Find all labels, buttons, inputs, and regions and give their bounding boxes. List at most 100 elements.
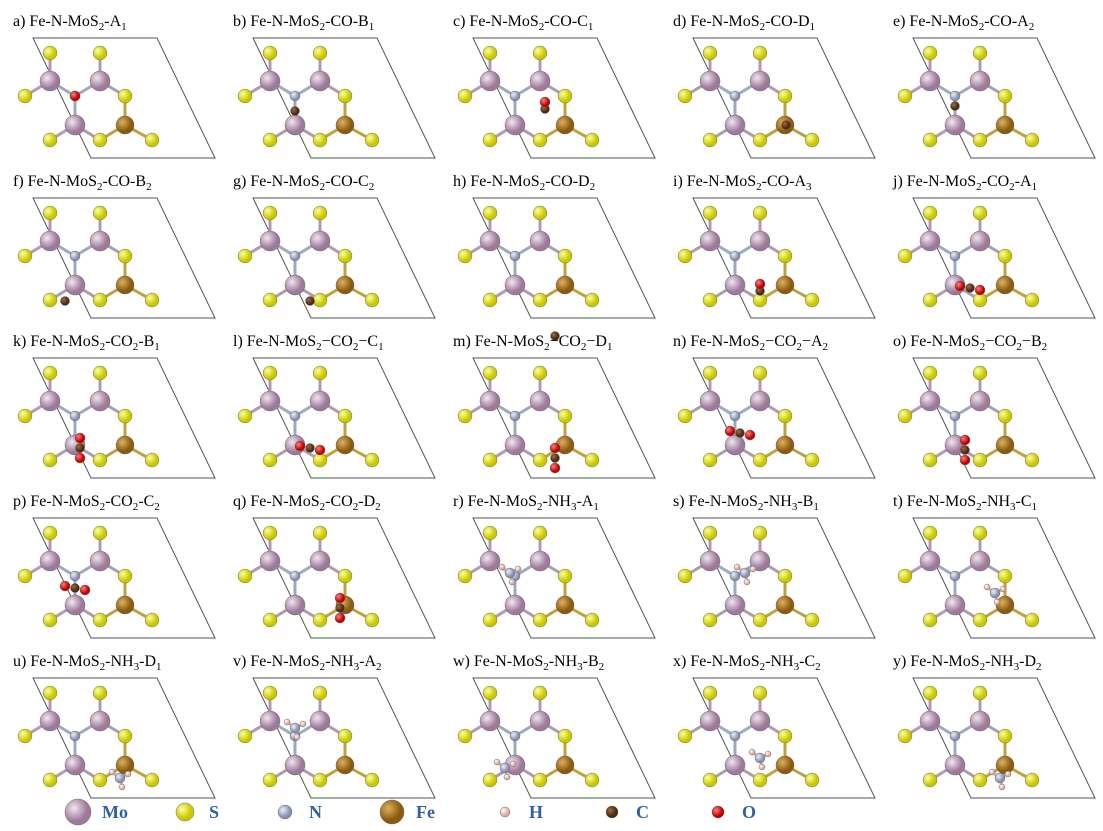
atom <box>585 453 599 467</box>
atom <box>458 249 472 263</box>
atom <box>285 115 305 135</box>
atom <box>999 784 1005 790</box>
subscript: 1 <box>1032 181 1038 193</box>
atom <box>313 773 327 787</box>
panel: u) Fe-N-MoS2-NH3-D1 <box>13 653 215 798</box>
panel-label: f) Fe-N-MoS2-CO-B2 <box>13 173 152 193</box>
atom <box>238 89 252 103</box>
atom <box>43 133 57 147</box>
subscript: 1 <box>156 661 162 673</box>
label-text: -A <box>104 13 121 30</box>
atom <box>996 436 1014 454</box>
atom <box>755 753 765 763</box>
atom <box>970 71 990 91</box>
panel: a) Fe-N-MoS2-A1 <box>13 13 215 158</box>
atom <box>950 411 960 421</box>
subscript: 2 <box>146 181 152 193</box>
atom <box>93 773 107 787</box>
atom <box>145 453 159 467</box>
atom <box>40 551 60 571</box>
label-text: −CO <box>985 333 1016 350</box>
atom <box>306 444 315 453</box>
label-text: -CO <box>105 493 133 510</box>
atom <box>116 276 134 294</box>
atom <box>678 569 692 583</box>
atom <box>263 206 277 220</box>
atom <box>510 411 520 421</box>
atom <box>119 784 125 790</box>
panel-label: h) Fe-N-MoS2-CO-D2 <box>453 173 595 193</box>
atom <box>494 759 500 765</box>
atom <box>703 133 717 147</box>
atom <box>805 453 819 467</box>
label-text: -CO <box>982 173 1010 190</box>
atom <box>805 773 819 787</box>
atom <box>530 71 550 91</box>
atom <box>18 569 32 583</box>
panel-label: l) Fe-N-MoS2−CO2−C1 <box>233 333 384 353</box>
label-text: -C <box>138 493 154 510</box>
atom <box>585 293 599 307</box>
atom <box>736 429 745 438</box>
atom <box>678 409 692 423</box>
panel-label: w) Fe-N-MoS2-NH3-B2 <box>453 653 604 673</box>
atom <box>60 581 70 591</box>
atom <box>504 774 510 780</box>
label-text: -CO-B <box>325 13 369 30</box>
panel: c) Fe-N-MoS2-CO-C1 <box>453 13 655 158</box>
atom <box>313 206 327 220</box>
atom <box>778 729 792 743</box>
atom <box>93 366 107 380</box>
subscript: 2 <box>154 501 160 513</box>
atom <box>505 115 525 135</box>
atom <box>973 453 987 467</box>
atom <box>966 284 975 293</box>
subscript: 1 <box>154 341 160 353</box>
panel: p) Fe-N-MoS2-CO2-C2 <box>13 493 215 638</box>
label-text: -CO-A <box>984 13 1029 30</box>
label-text: g) Fe-N-MoS <box>233 173 320 190</box>
atom <box>558 409 572 423</box>
panel: n) Fe-N-MoS2−CO2−A2 <box>673 333 875 478</box>
atom <box>43 206 57 220</box>
panel-label: d) Fe-N-MoS2-CO-D1 <box>673 13 815 33</box>
atom <box>923 613 937 627</box>
label-text: -CO <box>325 493 353 510</box>
atom <box>70 411 80 421</box>
atom <box>1005 771 1011 777</box>
atom <box>290 571 300 581</box>
atom <box>984 584 990 590</box>
atom <box>93 293 107 307</box>
subscript: 2 <box>1036 661 1042 673</box>
atom <box>365 613 379 627</box>
atom <box>960 455 970 465</box>
atom <box>118 409 132 423</box>
atom <box>703 686 717 700</box>
atom <box>898 249 912 263</box>
atom <box>585 613 599 627</box>
atom <box>1025 773 1039 787</box>
atom <box>920 391 940 411</box>
atom <box>945 595 965 615</box>
atom <box>530 391 550 411</box>
atom <box>753 366 767 380</box>
atom <box>116 436 134 454</box>
panel: j) Fe-N-MoS2-CO2-A1 <box>892 173 1095 318</box>
atom <box>510 731 520 741</box>
atom <box>335 593 345 603</box>
label-text: -A <box>359 653 376 670</box>
atom <box>70 91 80 101</box>
atom <box>291 107 300 116</box>
atom <box>923 773 937 787</box>
panel-label: a) Fe-N-MoS2-A1 <box>13 13 127 33</box>
label-text: m) Fe-N-MoS <box>453 333 544 350</box>
panel-label: k) Fe-N-MoS2-CO2-B1 <box>13 333 160 353</box>
atom <box>336 436 354 454</box>
atom <box>950 731 960 741</box>
atom <box>725 755 745 775</box>
atom <box>40 711 60 731</box>
atom <box>458 89 472 103</box>
atom <box>970 551 990 571</box>
atom <box>558 89 572 103</box>
atom <box>145 133 159 147</box>
